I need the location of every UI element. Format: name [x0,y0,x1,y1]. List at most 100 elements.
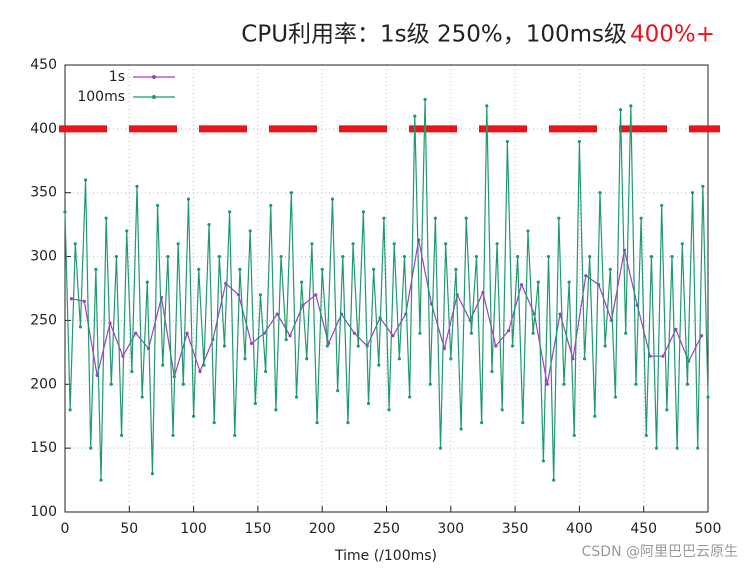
series-marker [438,446,443,450]
series-marker [269,203,273,208]
series-marker [495,242,499,246]
series-marker [382,216,386,220]
series-marker [680,242,684,246]
series-marker [248,229,252,233]
series-marker [433,216,437,220]
legend-marker [152,95,156,99]
series-marker [274,408,278,412]
series-marker [459,427,463,431]
series-marker [336,389,340,393]
x-tick-label: 50 [120,521,138,537]
series-marker [582,357,587,361]
x-tick-label: 500 [695,521,722,537]
series-marker [341,254,345,259]
y-tick-label: 300 [30,249,57,265]
series-marker [408,395,412,399]
y-tick-label: 450 [30,57,57,73]
series-marker [166,254,170,259]
series-marker [661,354,665,358]
series-marker [125,229,129,233]
y-tick-label: 100 [30,504,57,520]
x-tick-label: 0 [61,521,70,537]
x-axis-label: Time (/100ms) [334,548,437,564]
series-marker [140,395,144,399]
series-marker [613,395,618,399]
series-marker [546,254,551,259]
series-marker [572,433,576,437]
series-marker [490,369,494,374]
series-marker [675,446,679,450]
x-tick-label: 400 [566,521,593,537]
y-tick-label: 150 [30,440,57,456]
series-marker [454,267,458,271]
series-marker [557,216,561,220]
series-marker [392,242,396,246]
series-marker [145,280,149,284]
series-marker [119,433,124,437]
series-marker [618,108,623,112]
series-marker [608,267,612,271]
series-marker [253,401,257,406]
series-marker [387,408,391,412]
series-marker [699,334,704,338]
series-marker [593,414,597,418]
chart-title: CPU利用率：1s级 250%，100ms级 [241,22,627,48]
x-tick-label: 450 [630,521,657,537]
series-marker [706,395,710,399]
series-marker [197,267,201,271]
series-marker [222,344,227,348]
series-marker [516,254,520,259]
series-marker [186,197,191,201]
series-marker [243,357,247,361]
series-marker [634,382,638,386]
series-marker [418,331,422,335]
chart-title-highlight: 400%+ [630,22,715,48]
series-marker [505,140,509,144]
series-marker [474,254,479,259]
series-marker [78,325,83,329]
legend-marker [152,75,156,79]
series-marker [352,331,356,335]
series-marker [161,363,165,367]
series-marker [69,297,74,301]
series-marker [644,433,648,437]
series-marker [377,363,381,367]
series-marker [150,472,155,476]
series-marker [464,216,468,220]
series-marker [372,267,376,271]
series-marker [233,433,237,437]
series-marker [536,280,540,284]
series-marker [397,357,401,361]
series-marker [598,191,602,195]
series-marker [155,203,160,208]
series-marker [552,478,556,482]
plot-frame [64,64,709,513]
series-marker [558,312,562,316]
y-tick-label: 200 [30,376,57,392]
series-marker [294,395,299,399]
series-marker [176,242,180,246]
series-marker [577,140,582,144]
series-marker [238,267,242,271]
series-marker [83,178,88,182]
series-marker [701,184,705,188]
series-marker [519,283,524,287]
series-marker [366,401,371,406]
y-tick-label: 400 [30,121,57,137]
series-marker [500,408,504,412]
series-marker [202,363,206,367]
series-marker [310,242,314,246]
series-marker [603,344,607,348]
series-marker [526,229,530,233]
series-marker [649,254,654,259]
series-marker [94,267,98,271]
series-marker [485,104,489,108]
series-marker [584,274,588,278]
series-marker [104,216,108,220]
series-marker [531,331,535,335]
series-marker [510,344,515,348]
y-tick-label: 350 [30,185,57,201]
series-marker [114,254,119,259]
series-marker [361,210,365,214]
watermark: CSDN @阿里巴巴云原生 [582,544,738,560]
